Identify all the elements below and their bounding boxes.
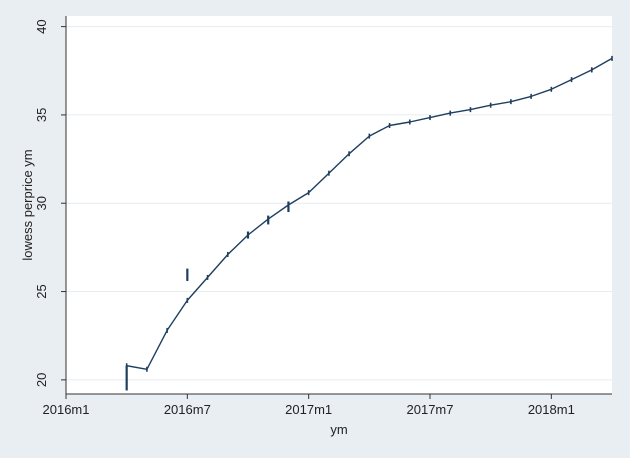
series-line-0 <box>126 69 593 370</box>
y-tick-label-1: 25 <box>34 284 49 298</box>
x-tick-label-2: 2017m1 <box>285 402 332 417</box>
x-tick-label-1: 2016m7 <box>164 402 211 417</box>
y-tick-label-2: 30 <box>34 196 49 210</box>
y-tick-label-0: 20 <box>34 373 49 387</box>
y-tick-label-3: 35 <box>34 108 49 122</box>
x-tick-label-3: 2017m7 <box>407 402 454 417</box>
series-line-1 <box>591 57 613 71</box>
x-tick-label-4: 2018m1 <box>528 402 575 417</box>
y-tick-label-4: 40 <box>34 19 49 33</box>
x-axis-title: ym <box>330 422 347 437</box>
plot-area <box>66 16 612 394</box>
x-tick-label-0: 2016m1 <box>43 402 90 417</box>
y-axis-title: lowess perprice ym <box>20 149 35 260</box>
